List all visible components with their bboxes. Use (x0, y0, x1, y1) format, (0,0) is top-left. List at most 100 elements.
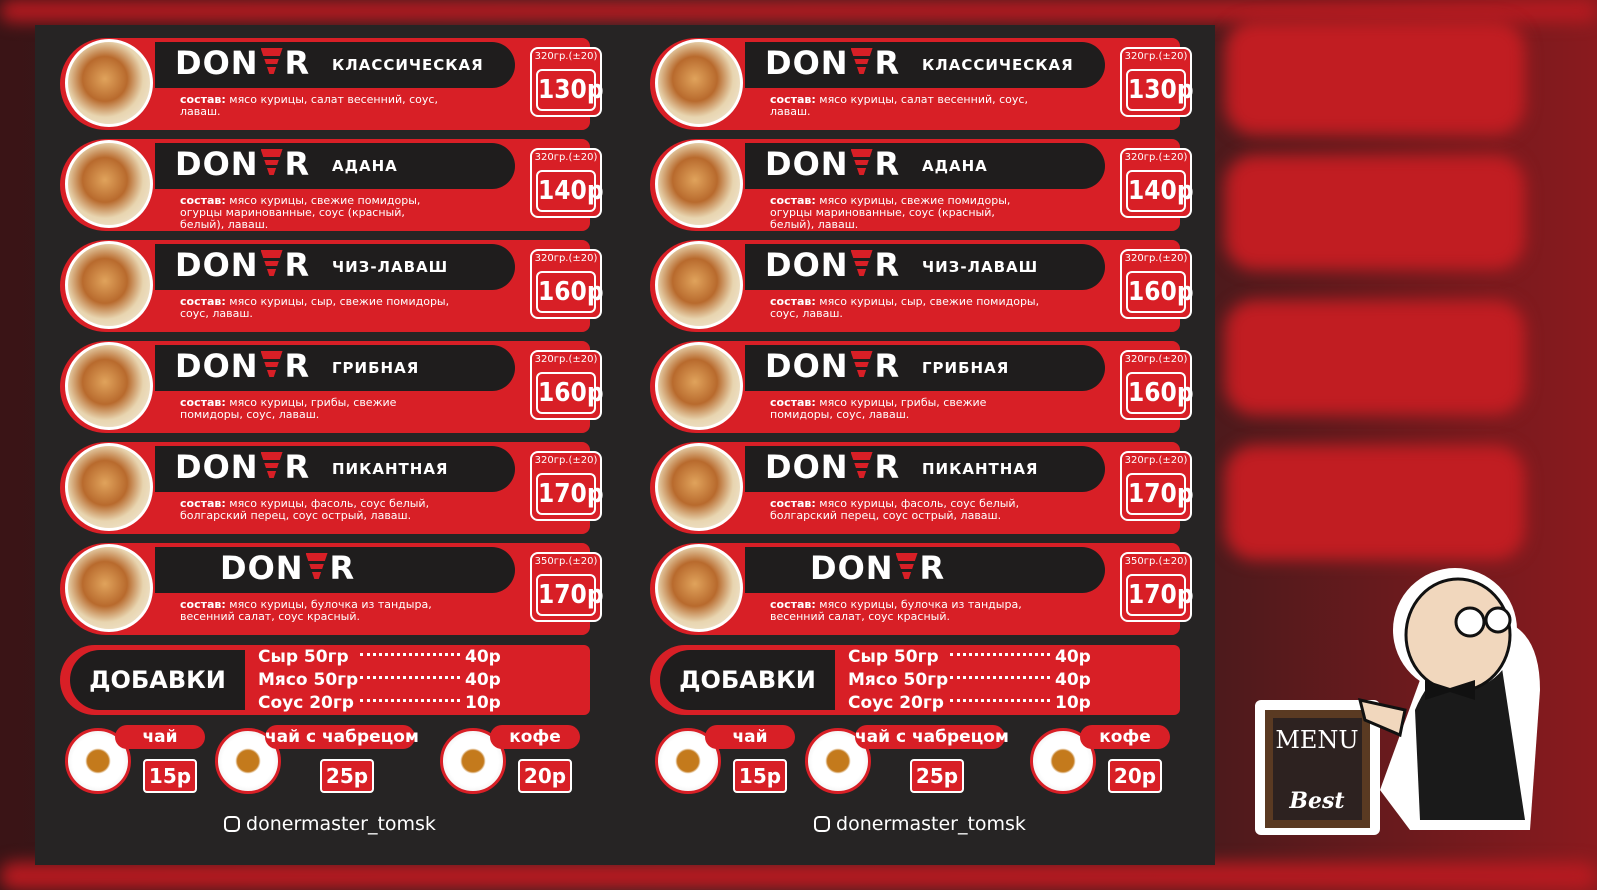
blur-row (1225, 300, 1525, 415)
brand-icon (850, 48, 873, 74)
item-name: АДАНА (922, 157, 988, 175)
menu-item: DON R ЧИЗ-ЛАВАШ состав: мясо курицы, сыр, с… (650, 240, 1194, 332)
brand-icon (850, 452, 873, 478)
composition-text: мясо курицы, булочка из тандыра, весенни… (180, 598, 432, 623)
composition-text: мясо курицы, грибы, свежие помидоры, соу… (770, 396, 987, 421)
drink: чай 15р (65, 725, 215, 795)
food-photo (655, 544, 743, 632)
composition-text: мясо курицы, свежие помидоры, огурцы мар… (180, 194, 421, 231)
food-photo (655, 443, 743, 531)
brand-logo: DON R (765, 448, 900, 486)
menu-item: DON R ГРИБНАЯ состав: мясо курицы, грибы, с… (650, 341, 1194, 433)
title-bar (745, 143, 1105, 189)
brand-icon (850, 149, 873, 175)
brand-right: R (874, 448, 901, 486)
composition: состав: мясо курицы, фасоль, соус белый,… (770, 498, 1040, 522)
drink-name: кофе (490, 725, 580, 749)
price: 140р (1126, 170, 1194, 212)
addon-name: Соус 20гр (258, 693, 354, 713)
price-box: 320гр.(±20) 170р (1120, 451, 1194, 521)
brand-left: DON (175, 246, 259, 284)
hand (1357, 698, 1407, 738)
brand-icon (305, 553, 328, 579)
brand-right: R (284, 448, 311, 486)
addon-name: Сыр 50гр (258, 647, 349, 667)
price-box: 320гр.(±20) 160р (1120, 249, 1194, 319)
item-name: ГРИБНАЯ (922, 359, 1010, 377)
food-photo (65, 342, 153, 430)
jacket (1415, 654, 1525, 820)
drink-name: чай с чабрецом (855, 725, 1009, 749)
composition-label: состав: (180, 396, 226, 409)
instagram-icon (224, 816, 241, 832)
brand-left: DON (810, 549, 894, 587)
blur-top (0, 0, 1597, 22)
title-bar (745, 547, 1105, 593)
brand-logo: DON R (175, 44, 310, 82)
addon-price: 10р (1055, 693, 1091, 713)
title-bar (745, 42, 1105, 88)
composition: состав: мясо курицы, булочка из тандыра,… (770, 599, 1040, 623)
composition-label: состав: (770, 598, 816, 611)
brand-logo: DON R (810, 549, 945, 587)
addon-price: 40р (1055, 647, 1091, 667)
weight: 320гр.(±20) (1124, 253, 1188, 264)
brand-right: R (874, 44, 901, 82)
composition-label: состав: (180, 497, 226, 510)
addon-price: 40р (465, 670, 501, 690)
drink-price: 15р (733, 759, 787, 793)
item-name: АДАНА (332, 157, 398, 175)
food-photo (65, 241, 153, 329)
addon-name: Мясо 50гр (848, 670, 949, 690)
brand-logo: DON R (765, 246, 900, 284)
menu-item: DON R КЛАССИЧЕСКАЯ состав: мясо курицы, сал… (650, 38, 1194, 130)
drink-price: 25р (910, 759, 964, 793)
weight: 320гр.(±20) (534, 152, 598, 163)
dot-leader (950, 676, 1050, 679)
brand-right: R (329, 549, 356, 587)
dot-leader (360, 699, 460, 702)
addons-title: ДОБАВКИ (660, 650, 835, 710)
blur-row (1225, 445, 1525, 560)
menu-panel: DON R КЛАССИЧЕСКАЯ состав: мясо курицы, сал… (625, 25, 1215, 865)
glasses (1454, 606, 1486, 638)
composition-text: мясо курицы, свежие помидоры, огурцы мар… (770, 194, 1011, 231)
price-box: 350гр.(±20) 170р (1120, 552, 1194, 622)
title-bar (155, 143, 515, 189)
drink-name: чай с чабрецом (265, 725, 419, 749)
menu-item: DON R АДАНА состав: мясо курицы, свежие пом… (650, 139, 1194, 231)
brand-right: R (919, 549, 946, 587)
price: 140р (536, 170, 604, 212)
price: 160р (536, 271, 604, 313)
weight: 320гр.(±20) (1124, 354, 1188, 365)
price-box: 350гр.(±20) 170р (530, 552, 604, 622)
weight: 320гр.(±20) (534, 354, 598, 365)
item-name: ГРИБНАЯ (332, 359, 420, 377)
brand-logo: DON R (220, 549, 355, 587)
brand-left: DON (765, 347, 849, 385)
menu-item: DON R ЧИЗ-ЛАВАШ состав: мясо курицы, сыр, с… (60, 240, 604, 332)
bowtie (1425, 680, 1475, 700)
menu-panel: DON R КЛАССИЧЕСКАЯ состав: мясо курицы, сал… (35, 25, 625, 865)
drink-price: 20р (518, 759, 572, 793)
price-box: 320гр.(±20) 160р (530, 350, 604, 420)
weight: 320гр.(±20) (1124, 455, 1188, 466)
composition: состав: мясо курицы, фасоль, соус белый,… (180, 498, 450, 522)
brand-icon (850, 250, 873, 276)
mascot: MENU Best (1255, 568, 1540, 835)
menu-item: DON R АДАНА состав: мясо курицы, свежие пом… (60, 139, 604, 231)
addon-price: 40р (465, 647, 501, 667)
price-box: 320гр.(±20) 140р (1120, 148, 1194, 218)
composition: состав: мясо курицы, салат весенний, соу… (180, 94, 450, 118)
brand-right: R (874, 246, 901, 284)
addon-name: Мясо 50гр (258, 670, 359, 690)
composition-text: мясо курицы, фасоль, соус белый, болгарс… (770, 497, 1020, 522)
brand-left: DON (175, 347, 259, 385)
brand-left: DON (765, 448, 849, 486)
glasses (1484, 606, 1512, 634)
addon-price: 40р (1055, 670, 1091, 690)
sign-text: MENU (1275, 726, 1358, 754)
title-bar (155, 345, 515, 391)
